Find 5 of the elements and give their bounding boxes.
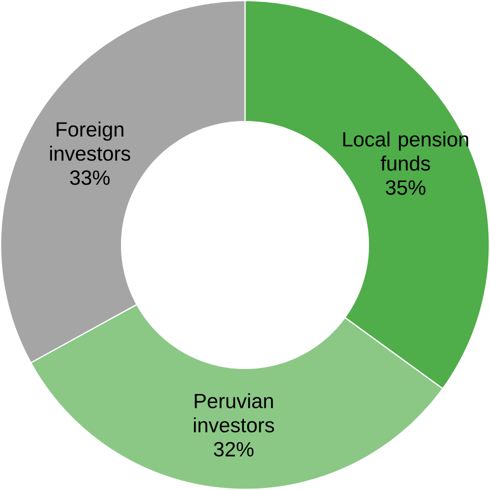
slice-label: Peruvian investors	[194, 393, 274, 432]
slice-label: Foreign investors	[50, 122, 130, 161]
data-label: 33%	[70, 170, 110, 185]
data-label: 32%	[214, 442, 254, 457]
data-label: 35%	[386, 180, 426, 195]
